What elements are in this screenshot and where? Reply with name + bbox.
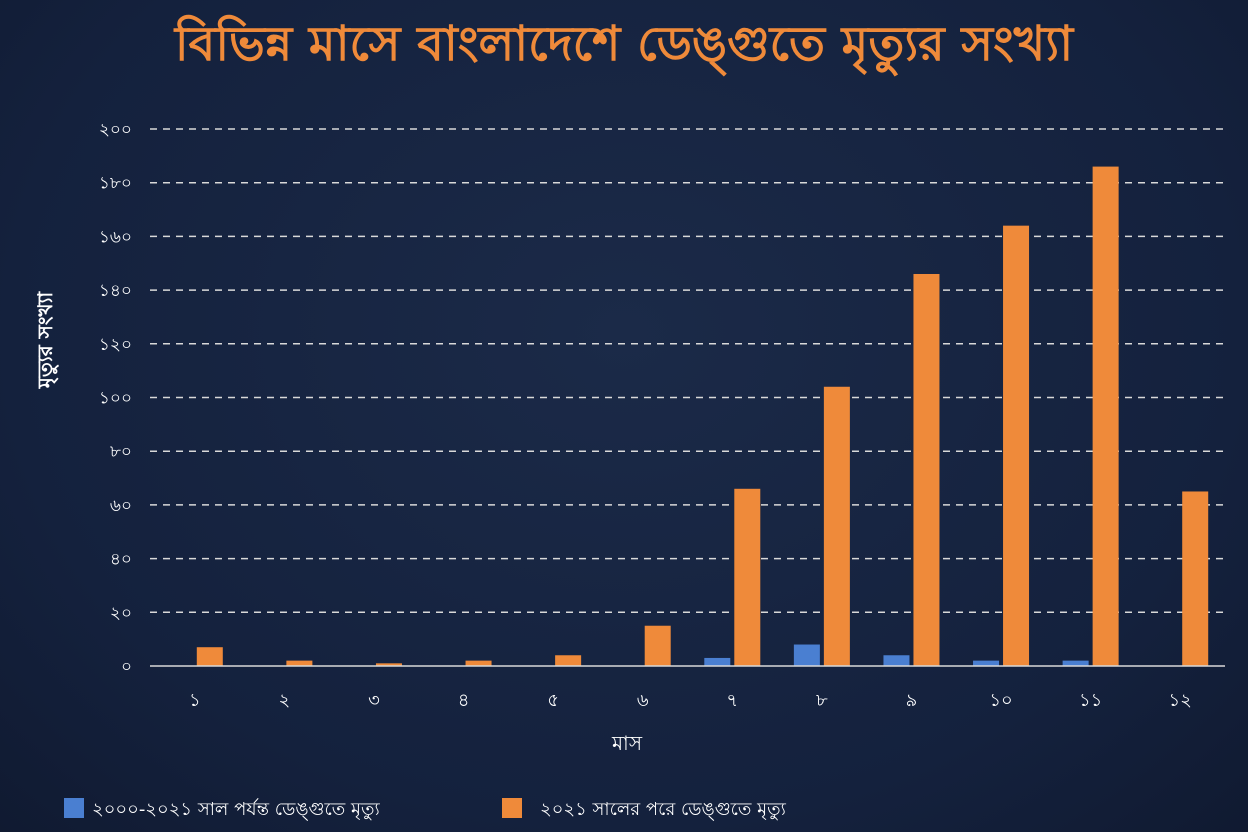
bar-before-2021 [793,644,820,666]
bar-after-2021 [913,273,940,666]
y-axis-label: মৃত্যুর সংখ্যা [33,291,59,390]
legend: ২০০০-২০২১ সাল পর্যন্ত ডেঙ্গুতে মৃত্যু ২০… [64,798,787,821]
x-tick-label: ৮ [816,690,828,711]
bar-after-2021 [1182,491,1209,666]
bar-before-2021 [1062,660,1089,666]
bar-after-2021 [375,663,402,666]
bar-after-2021 [823,386,850,666]
x-tick-label: ৭ [726,690,738,711]
bar-after-2021 [465,660,492,666]
x-tick-label: ৬ [637,690,649,711]
x-tick-label: ১০ [989,690,1012,711]
bar-after-2021 [196,647,223,666]
bar-before-2021 [704,657,731,666]
gridlines [150,128,1225,614]
legend-swatch-after [502,798,522,818]
legend-label-after: ২০২১ সালের পরে ডেঙ্গুতে মৃত্যু [540,799,787,821]
x-axis-label: মাস [611,731,643,755]
y-axis-tick-labels: ০ ২০ ৪০ ৬০ ৮০ ১০০ ১২০ ১৪০ ১৬০ ১৮০ ২০০ [99,120,132,677]
x-tick-label: ৫ [547,690,559,711]
x-tick-label: ১১ [1079,690,1102,711]
x-tick-label: ২ [279,690,291,711]
y-tick-label: ১৮০ [99,174,132,194]
y-tick-label: ০ [121,657,132,677]
y-tick-label: ১৪০ [99,281,132,301]
y-tick-label: ১৬০ [99,227,132,247]
bar-before-2021 [973,660,1000,666]
x-tick-label: ১ [189,690,201,711]
bar-before-2021 [883,655,910,666]
x-tick-label: ৯ [906,690,918,711]
bar-after-2021 [644,625,671,666]
bar-after-2021 [734,488,761,666]
bar-after-2021 [286,660,313,666]
bars [196,166,1209,666]
legend-swatch-before [64,798,84,818]
x-axis-tick-labels: ১ ২ ৩ ৪ ৫ ৬ ৭ ৮ ৯ ১০ ১১ ১২ [189,690,1192,711]
x-tick-label: ৩ [368,690,380,711]
chart-title: বিভিন্ন মাসে বাংলাদেশে ডেঙ্গুতে মৃত্যুর … [173,15,1075,78]
y-tick-label: ৮০ [110,442,132,462]
legend-label-before: ২০০০-২০২১ সাল পর্যন্ত ডেঙ্গুতে মৃত্যু [92,798,380,821]
x-tick-label: ১২ [1169,690,1192,711]
y-tick-label: ৪০ [110,550,132,570]
x-tick-label: ৪ [458,690,470,711]
bar-after-2021 [555,655,582,666]
y-tick-label: ১০০ [99,389,132,409]
y-tick-label: ৬০ [110,496,132,516]
y-tick-label: ১২০ [99,335,132,355]
y-tick-label: ২০ [110,603,132,623]
bar-after-2021 [1092,166,1119,666]
y-tick-label: ২০০ [99,120,132,140]
bar-after-2021 [1003,225,1030,666]
